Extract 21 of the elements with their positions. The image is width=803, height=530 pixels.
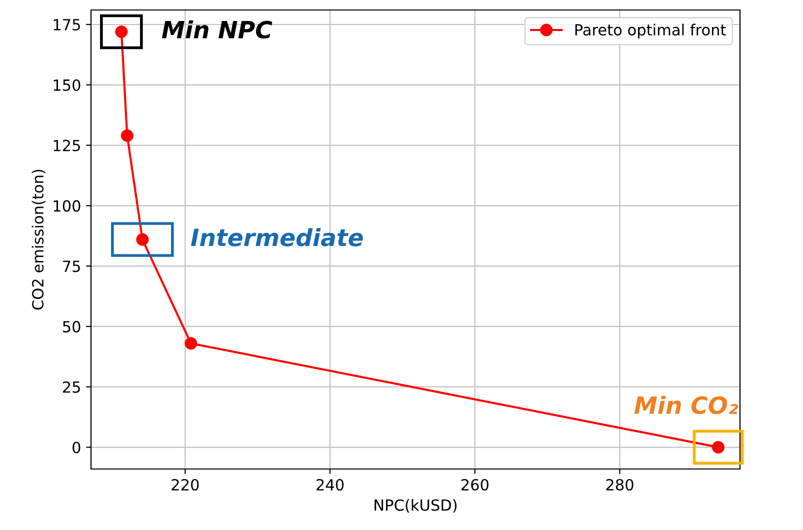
legend-label: Pareto optimal front: [575, 24, 726, 39]
point: [136, 233, 149, 246]
y-tick-label: 25: [62, 381, 80, 393]
annotation: Intermediate: [190, 228, 363, 246]
annotation: Min CO₂: [634, 396, 738, 414]
y-axis-title: CO2 emission(ton): [32, 170, 46, 310]
y-tick-label: 75: [63, 260, 80, 272]
x-tick-label: 260: [461, 478, 488, 491]
point: [184, 337, 198, 350]
x-tick-label: 280: [606, 478, 634, 491]
y-tick-label: 0: [72, 442, 80, 454]
x-tick-label: 220: [172, 478, 199, 491]
y-tick-label: 150: [54, 79, 80, 91]
y-tick-label: 50: [63, 320, 80, 332]
y-tick-label: 175: [54, 19, 80, 31]
annotation: Min NPC: [162, 20, 272, 39]
y-tick-label: 100: [54, 200, 80, 212]
y-tick-label: 125: [54, 140, 80, 152]
x-tick-label: 240: [316, 478, 344, 491]
x-axis-title: NPC(kUSD): [374, 499, 457, 513]
point: [120, 129, 134, 142]
